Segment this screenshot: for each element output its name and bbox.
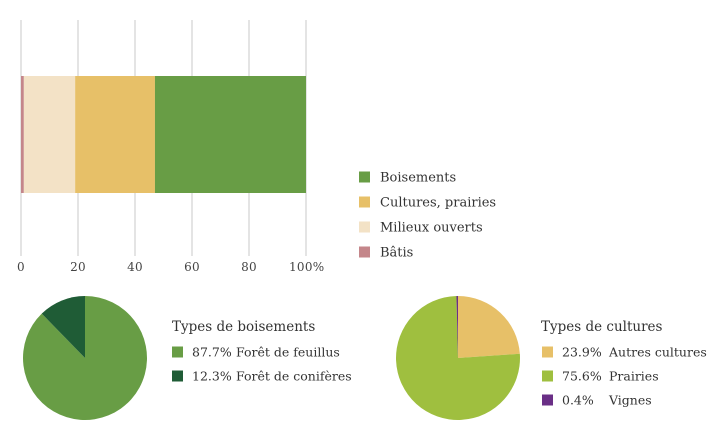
pie-legend-percent: 23.9% bbox=[562, 345, 602, 360]
pie-legend-percent: 0.4% bbox=[562, 393, 594, 408]
bar-segment-bâtis bbox=[21, 76, 24, 193]
legend-label: Milieux ouverts bbox=[380, 221, 483, 236]
pie-legend-label: Vignes bbox=[608, 393, 652, 408]
pie-boisements bbox=[23, 295, 148, 420]
bar-segments bbox=[21, 76, 306, 193]
pie-slice bbox=[23, 295, 148, 420]
pie-legend-swatch bbox=[542, 370, 553, 382]
bar-segment-boisements bbox=[154, 76, 306, 193]
x-tick-label: 20 bbox=[70, 260, 86, 274]
bar-segment-milieux-ouverts bbox=[23, 76, 76, 193]
pie-slice bbox=[395, 296, 520, 420]
pie-legend-label: Forêt de feuillus bbox=[236, 345, 340, 360]
pie-boisements-title: Types de boisements bbox=[172, 319, 315, 335]
x-tick-label: 60 bbox=[184, 260, 200, 274]
legend-label: Bâtis bbox=[380, 246, 413, 261]
legend-label: Boisements bbox=[380, 171, 456, 186]
pie-legend-percent: 75.6% bbox=[562, 369, 602, 384]
bar-legend: Boisements Cultures, prairies Milieux ouve… bbox=[359, 171, 496, 261]
x-tick-label: 80 bbox=[241, 260, 257, 274]
pie-legend-percent: 87.7% bbox=[192, 345, 232, 360]
pie-legend-swatch bbox=[172, 370, 183, 382]
pie-slice bbox=[456, 296, 458, 358]
pie-legend-percent: 12.3% bbox=[192, 369, 232, 384]
pie-legend-label: Forêt de conifères bbox=[236, 369, 352, 384]
pie-legend-label: Prairies bbox=[609, 369, 659, 384]
x-axis-ticks: 0 20 40 60 80 100% bbox=[17, 260, 324, 274]
pie-cultures bbox=[395, 296, 520, 420]
legend-swatch bbox=[359, 246, 370, 258]
pie-legend-swatch bbox=[542, 394, 553, 406]
pie-legend-swatch bbox=[542, 346, 553, 358]
legend-swatch bbox=[359, 221, 370, 233]
x-tick-label: 0 bbox=[17, 260, 25, 274]
pie-slice bbox=[41, 296, 85, 358]
legend-label: Cultures, prairies bbox=[380, 196, 496, 211]
x-tick-label: 100% bbox=[289, 260, 325, 274]
legend-swatch bbox=[359, 196, 370, 208]
pie-boisements-legend: 87.7% Forêt de feuillus 12.3% Forêt de coni… bbox=[172, 345, 352, 384]
pie-cultures-legend: 23.9% Autres cultures 75.6% Prairies 0.4% Vig… bbox=[542, 345, 707, 408]
stacked-bar-chart: 0 20 40 60 80 100% bbox=[17, 20, 324, 274]
pie-slice bbox=[458, 296, 520, 358]
x-tick-label: 40 bbox=[127, 260, 143, 274]
pie-legend-label: Autres cultures bbox=[608, 345, 707, 360]
pie-legend-swatch bbox=[172, 346, 183, 358]
bar-segment-cultures-prairies bbox=[75, 76, 155, 193]
pie-cultures-title: Types de cultures bbox=[541, 319, 663, 335]
legend-swatch bbox=[359, 171, 370, 183]
